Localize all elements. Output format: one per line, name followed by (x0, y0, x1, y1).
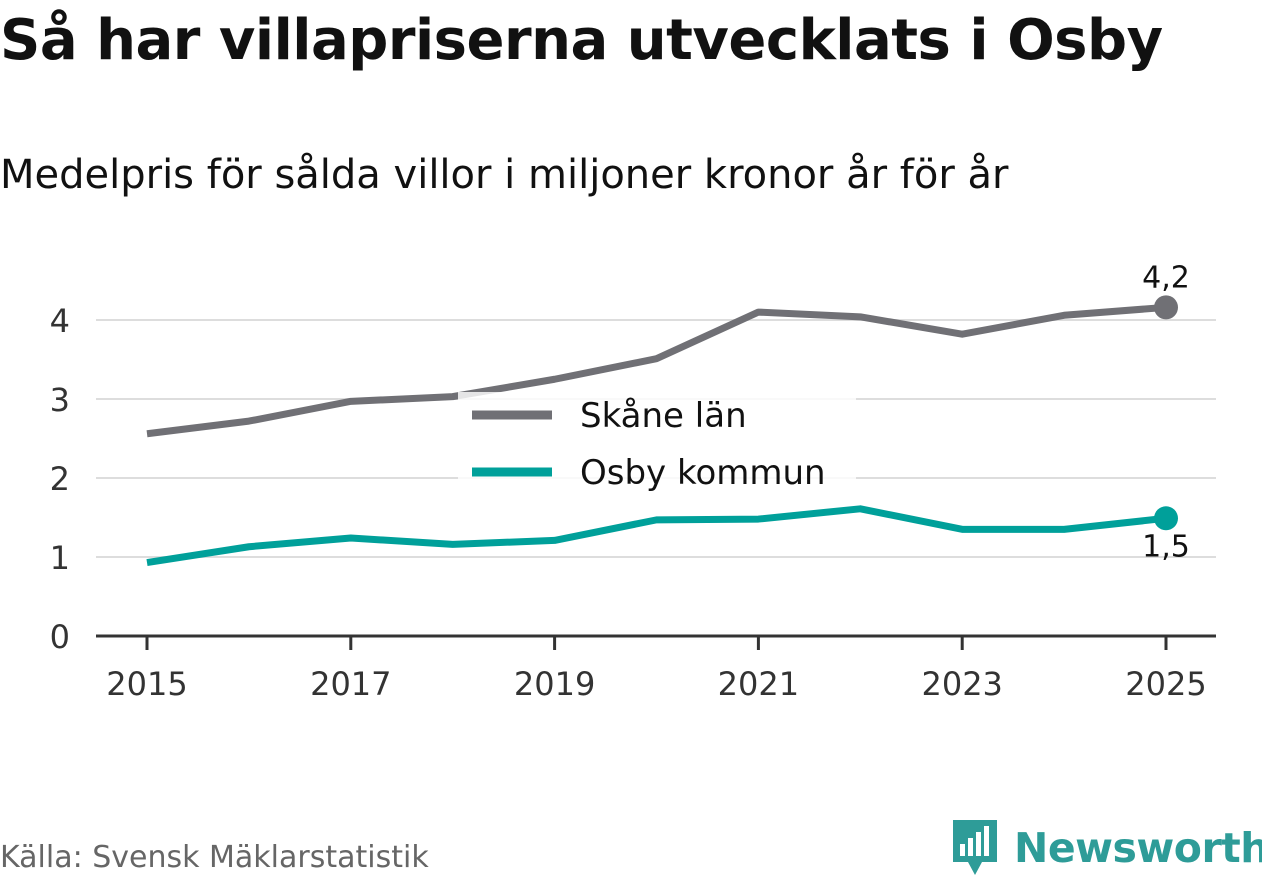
end-marker-0 (1154, 295, 1178, 320)
x-tick-label-2021: 2021 (718, 665, 799, 703)
end-label-0: 4,2 (1142, 260, 1190, 295)
end-label-1: 1,5 (1142, 529, 1190, 564)
x-tick-label-2025: 2025 (1125, 665, 1206, 703)
y-tick-label-1: 1 (50, 539, 70, 577)
series-line-1 (146, 505, 1167, 566)
legend-label-1: Osby kommun (580, 453, 826, 493)
data-labels: 4,2 1,5 (1142, 260, 1190, 564)
y-tick-label-2: 2 (50, 460, 70, 498)
page-subtitle: Medelpris för sålda villor i miljoner kr… (0, 152, 1009, 198)
legend-label-0: Skåne län (580, 396, 747, 436)
page-title: Så har villapriserna utvecklats i Osby (0, 8, 1163, 73)
x-tick-label-2015: 2015 (106, 665, 187, 703)
legend-background (458, 392, 856, 496)
newsworthy-logo-icon (953, 820, 997, 875)
y-tick-label-0: 0 (50, 618, 70, 656)
end-marker-1 (1154, 506, 1178, 531)
x-tick-label-2017: 2017 (310, 665, 391, 703)
source-note: Källa: Svensk Mäklarstatistik (0, 840, 429, 875)
series-line-0 (146, 303, 1167, 438)
brand-name: Newsworthy (1014, 824, 1262, 872)
brand-logo: Newsworthy (950, 818, 1262, 878)
x-tick-label-2023: 2023 (921, 665, 1002, 703)
legend: Skåne län Osby kommun (458, 392, 856, 496)
x-tick-label-2019: 2019 (514, 665, 595, 703)
series-lines (146, 303, 1167, 566)
y-tick-label-4: 4 (50, 302, 70, 340)
y-tick-label-3: 3 (50, 381, 70, 419)
axes: 0 1 2 3 4 2015 2017 2019 2021 2023 2025 (50, 302, 1216, 703)
